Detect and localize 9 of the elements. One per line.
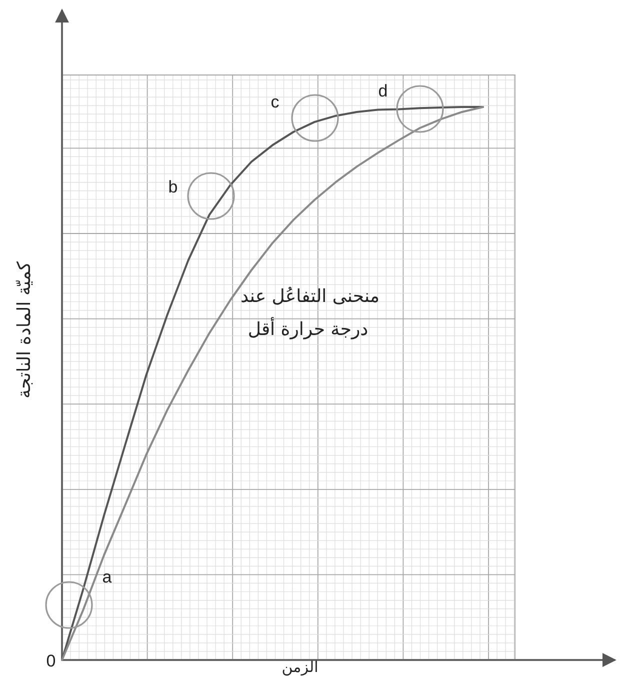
annotation: c <box>270 92 280 112</box>
annotation: منحنى التفاعُل عند <box>240 286 380 307</box>
annotation: درجة حرارة أقل <box>248 316 368 340</box>
x-axis-title: الزمن <box>282 658 318 676</box>
annotation: a <box>102 567 112 586</box>
y-axis-title: كميّة المادة الناتجة <box>14 261 35 399</box>
text: d <box>378 81 388 100</box>
annotation: b <box>168 177 178 196</box>
text: 0 <box>46 651 56 670</box>
